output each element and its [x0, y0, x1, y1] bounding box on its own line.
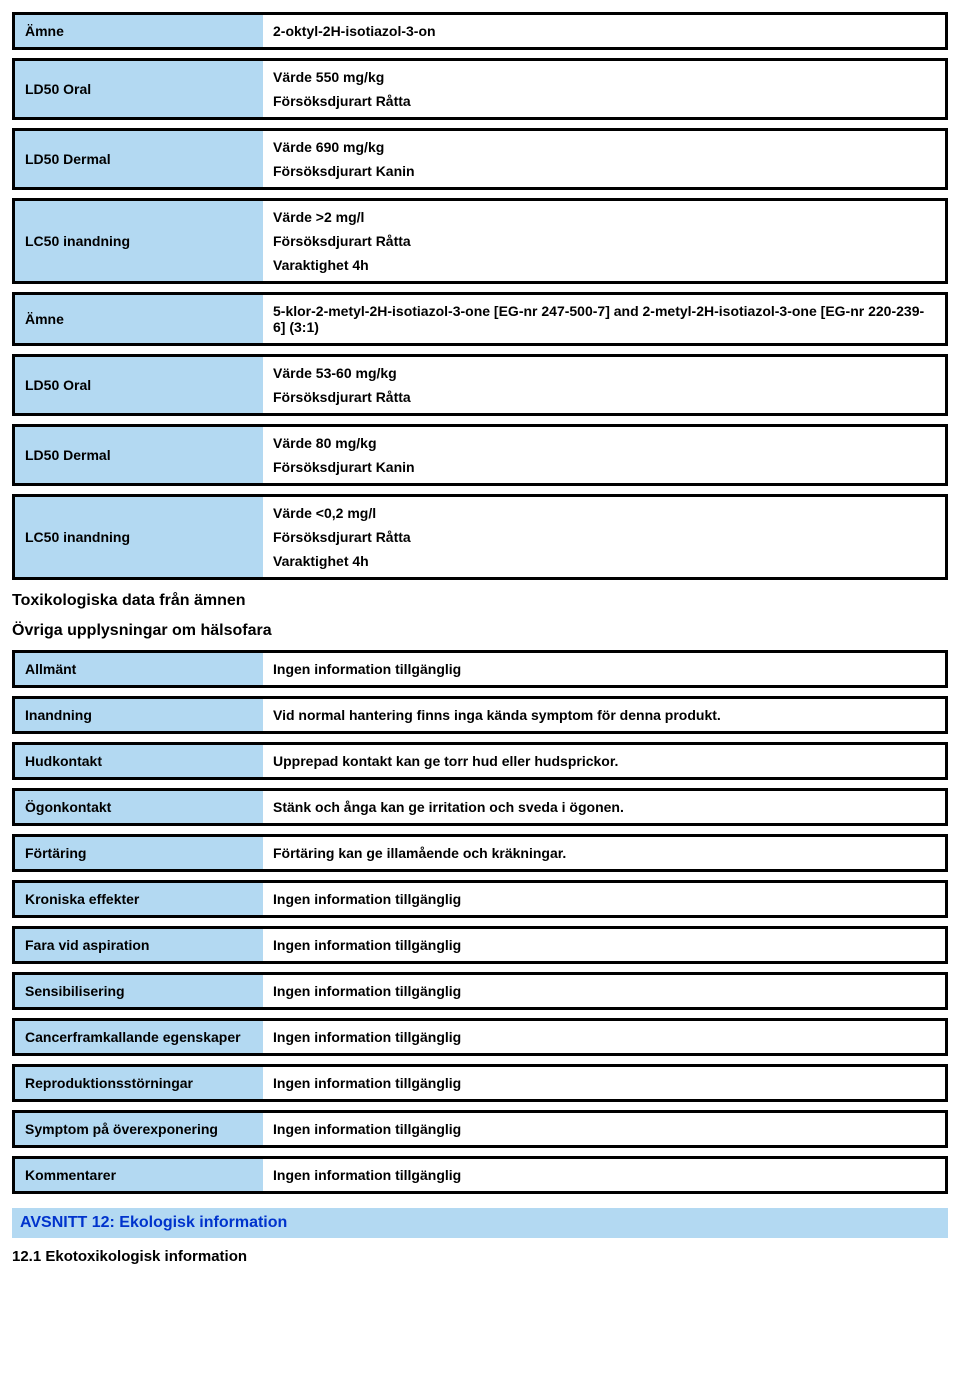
hazard-value: Vid normal hantering finns inga kända sy…: [263, 699, 945, 731]
hazard-value: Ingen information tillgänglig: [263, 1021, 945, 1053]
tox-values: Värde 53-60 mg/kg Försöksdjurart Råtta: [263, 357, 945, 413]
hazard-value: Upprepad kontakt kan ge torr hud eller h…: [263, 745, 945, 777]
tox-value: Värde >2 mg/l: [273, 209, 935, 225]
section-12-sub: 12.1 Ekotoxikologisk information: [12, 1248, 948, 1265]
tox-value: Varaktighet 4h: [273, 553, 935, 569]
hazard-value: Stänk och ånga kan ge irritation och sve…: [263, 791, 945, 823]
tox-values: Värde 550 mg/kg Försöksdjurart Råtta: [263, 61, 945, 117]
tox-value: Värde 80 mg/kg: [273, 435, 935, 451]
tox-values: Värde 690 mg/kg Försöksdjurart Kanin: [263, 131, 945, 187]
hazard-label: Kroniska effekter: [15, 883, 263, 915]
tox-label: LD50 Dermal: [15, 131, 263, 187]
hazard-label: Förtäring: [15, 837, 263, 869]
hazard-label: Ögonkontakt: [15, 791, 263, 823]
hazard-label: Symptom på överexponering: [15, 1113, 263, 1145]
tox-value: 5-klor-2-metyl-2H-isotiazol-3-one [EG-nr…: [273, 303, 935, 335]
hazard-row: Ögonkontakt Stänk och ånga kan ge irrita…: [12, 788, 948, 826]
tox-table-1: Ämne 2-oktyl-2H-isotiazol-3-on LD50 Oral…: [12, 12, 948, 580]
tox-value: Värde 550 mg/kg: [273, 69, 935, 85]
tox-row: LC50 inandning Värde >2 mg/l Försöksdjur…: [12, 198, 948, 284]
tox-label: Ämne: [15, 15, 263, 47]
tox-row: LD50 Oral Värde 53-60 mg/kg Försöksdjura…: [12, 354, 948, 416]
hazard-row: Allmänt Ingen information tillgänglig: [12, 650, 948, 688]
tox-values: 2-oktyl-2H-isotiazol-3-on: [263, 15, 945, 47]
tox-value: Försöksdjurart Råtta: [273, 93, 935, 109]
tox-values: 5-klor-2-metyl-2H-isotiazol-3-one [EG-nr…: [263, 295, 945, 343]
tox-value: Försöksdjurart Råtta: [273, 233, 935, 249]
hazard-label: Sensibilisering: [15, 975, 263, 1007]
tox-label: Ämne: [15, 295, 263, 343]
tox-row: LC50 inandning Värde <0,2 mg/l Försöksdj…: [12, 494, 948, 580]
tox-values: Värde 80 mg/kg Försöksdjurart Kanin: [263, 427, 945, 483]
hazard-value: Förtäring kan ge illamående och kräkning…: [263, 837, 945, 869]
tox-value: Värde 53-60 mg/kg: [273, 365, 935, 381]
hazard-value: Ingen information tillgänglig: [263, 1113, 945, 1145]
hazard-label: Cancerframkallande egenskaper: [15, 1021, 263, 1053]
tox-row: Ämne 2-oktyl-2H-isotiazol-3-on: [12, 12, 948, 50]
tox-label: LD50 Oral: [15, 61, 263, 117]
hazard-label: Inandning: [15, 699, 263, 731]
hazard-value: Ingen information tillgänglig: [263, 653, 945, 685]
tox-label: LD50 Dermal: [15, 427, 263, 483]
tox-value: Värde <0,2 mg/l: [273, 505, 935, 521]
hazard-label: Reproduktionsstörningar: [15, 1067, 263, 1099]
tox-row: LD50 Dermal Värde 690 mg/kg Försöksdjura…: [12, 128, 948, 190]
tox-value: Varaktighet 4h: [273, 257, 935, 273]
hazard-value: Ingen information tillgänglig: [263, 929, 945, 961]
tox-value: Värde 690 mg/kg: [273, 139, 935, 155]
tox-values: Värde >2 mg/l Försöksdjurart Råtta Varak…: [263, 201, 945, 281]
hazard-label: Fara vid aspiration: [15, 929, 263, 961]
subheading-ovriga: Övriga upplysningar om hälsofara: [12, 622, 948, 640]
hazard-label: Kommentarer: [15, 1159, 263, 1191]
hazard-row: Cancerframkallande egenskaper Ingen info…: [12, 1018, 948, 1056]
tox-value: Försöksdjurart Råtta: [273, 529, 935, 545]
tox-label: LC50 inandning: [15, 497, 263, 577]
hazard-row: Kommentarer Ingen information tillgängli…: [12, 1156, 948, 1194]
tox-label: LC50 inandning: [15, 201, 263, 281]
tox-row: Ämne 5-klor-2-metyl-2H-isotiazol-3-one […: [12, 292, 948, 346]
tox-row: LD50 Dermal Värde 80 mg/kg Försöksdjurar…: [12, 424, 948, 486]
tox-value: 2-oktyl-2H-isotiazol-3-on: [273, 23, 935, 39]
hazard-value: Ingen information tillgänglig: [263, 1067, 945, 1099]
hazard-info-table: Allmänt Ingen information tillgänglig In…: [12, 650, 948, 1194]
hazard-row: Kroniska effekter Ingen information till…: [12, 880, 948, 918]
hazard-label: Allmänt: [15, 653, 263, 685]
tox-row: LD50 Oral Värde 550 mg/kg Försöksdjurart…: [12, 58, 948, 120]
hazard-row: Fara vid aspiration Ingen information ti…: [12, 926, 948, 964]
tox-values: Värde <0,2 mg/l Försöksdjurart Råtta Var…: [263, 497, 945, 577]
hazard-label: Hudkontakt: [15, 745, 263, 777]
hazard-row: Inandning Vid normal hantering finns ing…: [12, 696, 948, 734]
hazard-row: Reproduktionsstörningar Ingen informatio…: [12, 1064, 948, 1102]
subheading-tox: Toxikologiska data från ämnen: [12, 592, 948, 610]
tox-label: LD50 Oral: [15, 357, 263, 413]
tox-value: Försöksdjurart Kanin: [273, 163, 935, 179]
tox-value: Försöksdjurart Kanin: [273, 459, 935, 475]
section-12-heading: AVSNITT 12: Ekologisk information: [12, 1208, 948, 1238]
tox-value: Försöksdjurart Råtta: [273, 389, 935, 405]
hazard-value: Ingen information tillgänglig: [263, 1159, 945, 1191]
hazard-row: Förtäring Förtäring kan ge illamående oc…: [12, 834, 948, 872]
hazard-value: Ingen information tillgänglig: [263, 883, 945, 915]
hazard-row: Sensibilisering Ingen information tillgä…: [12, 972, 948, 1010]
hazard-row: Hudkontakt Upprepad kontakt kan ge torr …: [12, 742, 948, 780]
hazard-value: Ingen information tillgänglig: [263, 975, 945, 1007]
hazard-row: Symptom på överexponering Ingen informat…: [12, 1110, 948, 1148]
